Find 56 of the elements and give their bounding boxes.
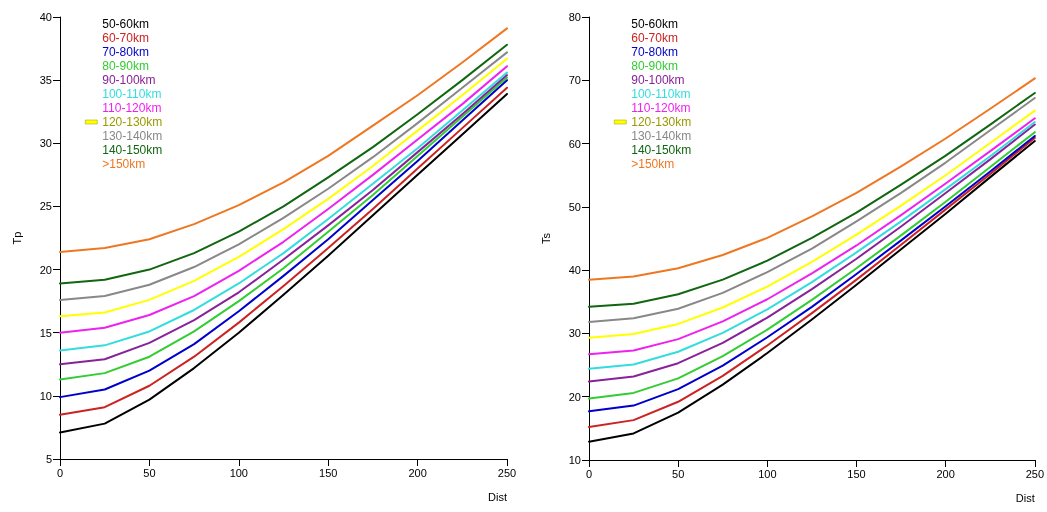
y-tick-label: 35 [39, 74, 52, 87]
text: 140-150km [631, 143, 692, 157]
x-tick-label: 100 [758, 467, 777, 480]
y-tick-label: 40 [39, 11, 52, 23]
x-tick-label: 200 [936, 467, 955, 480]
text: >150km [631, 157, 675, 171]
y-tick-label: 20 [39, 263, 52, 276]
text: 60-70km [102, 31, 149, 45]
legend-label: 120-130km [102, 115, 163, 129]
text: 130-140km [631, 129, 692, 143]
y-tick-label: 15 [39, 326, 52, 339]
text: 70-80km [102, 45, 149, 59]
text: 130-140km [102, 129, 163, 143]
text: 50-60km [102, 17, 149, 31]
line-series [59, 27, 508, 253]
y-tick-label: 5 [45, 453, 52, 465]
x-tick-label: 50 [672, 467, 685, 480]
text: 110-120km [631, 101, 691, 115]
text: 80-90km [102, 59, 149, 73]
x-tick-label: 250 [1025, 467, 1044, 480]
y-tick-label: 70 [568, 74, 581, 87]
x-tick-label: 0 [56, 466, 64, 479]
y-axis-title: Tp [10, 231, 23, 245]
text: 100-110km [102, 87, 162, 101]
text: 90-100km [102, 73, 156, 87]
y-tick-label: 30 [568, 327, 581, 340]
text: 70-80km [631, 45, 678, 59]
x-tick-label: 50 [143, 466, 156, 479]
text: 50-60km [631, 17, 678, 31]
text: 140-150km [102, 143, 163, 157]
x-tick-label: 200 [408, 466, 427, 479]
x-tick-label: 150 [319, 466, 338, 479]
x-axis-title: Dist [1015, 491, 1035, 504]
text: 60-70km [631, 31, 678, 45]
y-tick-label: 10 [568, 454, 581, 466]
line-series [588, 77, 1036, 281]
text: >150km [102, 157, 146, 171]
y-tick-label: 30 [39, 137, 52, 150]
x-tick-label: 150 [847, 467, 866, 480]
x-axis-title: Dist [488, 490, 507, 503]
x-tick-label: 100 [229, 466, 248, 479]
y-axis-title: Ts [539, 232, 552, 244]
y-tick-label: 10 [39, 389, 52, 402]
legend-label: 120-130km [631, 115, 692, 129]
y-tick-label: 80 [568, 11, 581, 23]
text: 100-110km [631, 87, 691, 101]
y-tick-label: 60 [568, 137, 581, 150]
y-tick-label: 50 [568, 200, 581, 213]
y-tick-label: 20 [568, 390, 581, 403]
y-tick-label: 40 [568, 264, 581, 277]
text: 90-100km [631, 73, 685, 87]
x-tick-label: 0 [585, 467, 593, 480]
text: 80-90km [631, 59, 678, 73]
text: 110-120km [102, 101, 162, 115]
x-tick-label: 250 [497, 466, 517, 479]
y-tick-label: 25 [39, 200, 52, 213]
